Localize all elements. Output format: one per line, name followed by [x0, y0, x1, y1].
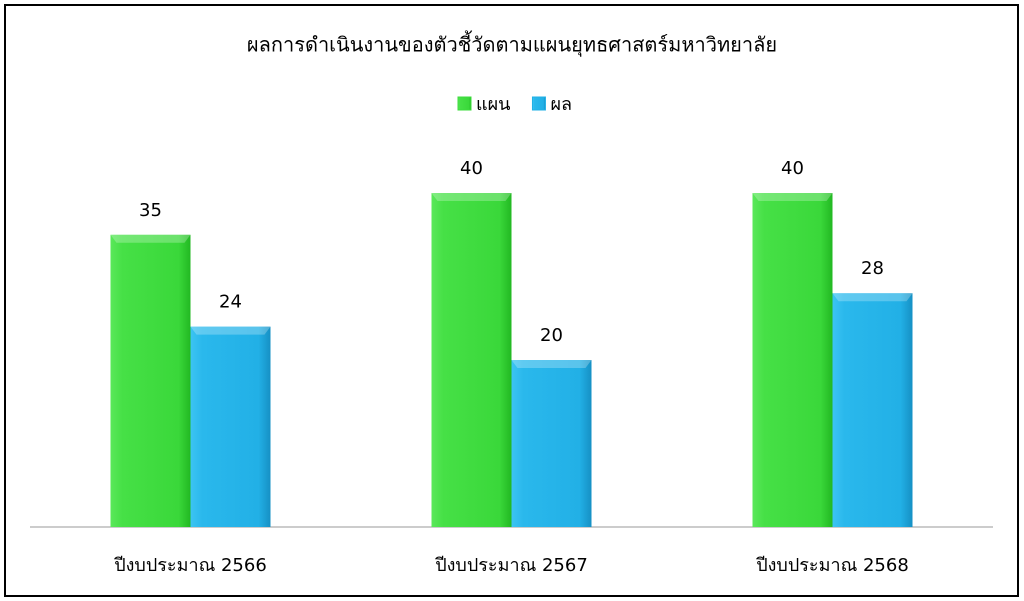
bar-bevel	[431, 193, 512, 201]
bar	[511, 360, 592, 527]
legend-swatch	[457, 96, 472, 111]
bar-bevel	[110, 234, 191, 243]
chart-title: ผลการดำเนินงานของตัวชี้วัดตามแผนยุทธศาสต…	[247, 31, 777, 58]
bar	[752, 193, 833, 527]
x-tick-label: ปีงบประมาณ 2568	[756, 555, 909, 576]
data-label: 28	[861, 258, 884, 279]
legend-label: แผน	[476, 94, 510, 115]
data-label: 24	[219, 292, 242, 313]
data-label: 20	[540, 325, 563, 346]
bar-bevel	[832, 293, 913, 302]
data-label: 40	[460, 158, 483, 179]
bar-bevel	[190, 326, 271, 335]
bar	[832, 293, 913, 527]
legend-label: ผล	[550, 94, 572, 115]
x-tick-label: ปีงบประมาณ 2567	[435, 555, 588, 576]
bar-bevel	[511, 360, 592, 368]
bar	[190, 326, 271, 527]
x-tick-label: ปีงบประมาณ 2566	[114, 555, 267, 576]
bar	[110, 234, 191, 527]
data-label: 35	[139, 200, 162, 221]
bar-bevel	[752, 193, 833, 201]
data-label: 40	[781, 158, 804, 179]
legend-swatch	[531, 96, 546, 111]
bar	[431, 193, 512, 527]
